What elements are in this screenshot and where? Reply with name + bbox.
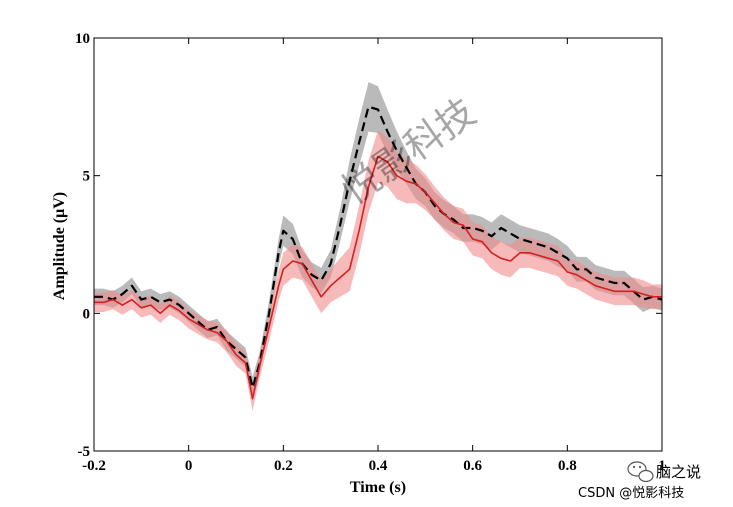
series-1-error-band [94,82,662,399]
x-tick-label: 0.8 [558,458,577,474]
y-tick-label: -5 [78,444,91,460]
x-tick-label: 0.6 [463,458,482,474]
watermark-wechat: 脑之说 [656,463,701,481]
y-tick-label: 10 [75,31,90,47]
x-axis-label: Time (s) [350,479,406,496]
series-2-error-band [94,130,662,412]
y-tick-label: 0 [83,306,91,322]
x-tick-label: 1 [658,458,666,474]
y-tick-label: 5 [83,169,91,185]
series-2-line [94,155,662,400]
series-1-line [94,105,663,389]
y-axis-label: Amplitude (μV) [51,192,68,300]
x-tick-label: 0.2 [274,458,293,474]
wechat-icon [627,461,654,483]
x-tick-label: -0.2 [82,458,106,474]
x-tick-label: 0.4 [369,458,388,474]
x-tick-label: 0 [185,458,193,474]
watermark-csdn: CSDN @悦影科技 [578,486,684,501]
